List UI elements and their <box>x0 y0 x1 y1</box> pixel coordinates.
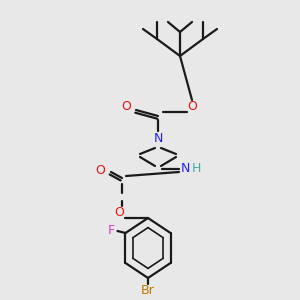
Text: O: O <box>187 100 197 112</box>
Text: O: O <box>114 206 124 218</box>
Text: Br: Br <box>141 284 155 296</box>
Text: H: H <box>191 163 201 176</box>
Text: N: N <box>153 131 163 145</box>
Text: O: O <box>121 100 131 113</box>
Text: O: O <box>95 164 105 176</box>
Text: N: N <box>180 163 190 176</box>
Text: F: F <box>108 224 115 236</box>
